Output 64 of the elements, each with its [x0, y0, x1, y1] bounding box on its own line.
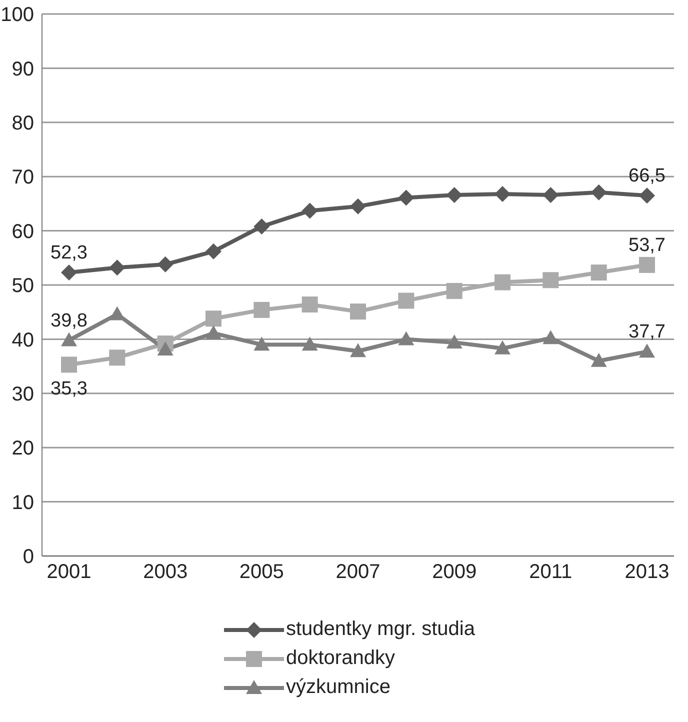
- legend-label: doktorandky: [286, 647, 395, 670]
- point: [206, 310, 222, 327]
- y-tick-label: 100: [0, 4, 34, 26]
- point: [157, 256, 174, 272]
- y-tick-label: 40: [12, 329, 34, 352]
- point: [446, 187, 462, 204]
- y-tick-label: 60: [12, 220, 34, 243]
- point: [206, 325, 222, 340]
- point: [446, 282, 462, 299]
- point: [109, 260, 126, 276]
- y-tick-label: 90: [12, 58, 34, 80]
- point: [639, 344, 655, 358]
- point: [398, 331, 414, 346]
- point: [398, 292, 414, 309]
- data-label: 39,8: [50, 310, 88, 332]
- point: [542, 187, 559, 204]
- point: [61, 332, 77, 346]
- point: [494, 274, 510, 290]
- y-tick-label: 70: [12, 166, 34, 189]
- x-tick-label: 2009: [432, 561, 477, 584]
- y-tick-label: 50: [12, 275, 34, 298]
- point: [590, 352, 607, 367]
- point: [542, 330, 559, 344]
- point: [206, 243, 222, 260]
- point: [639, 256, 655, 273]
- point: [350, 304, 366, 320]
- point: [590, 264, 607, 281]
- x-tick-label: 2001: [46, 561, 92, 584]
- point: [157, 342, 174, 356]
- point: [254, 218, 270, 234]
- x-tick-label: 2013: [624, 561, 670, 584]
- data-label: 66,5: [628, 166, 666, 187]
- point: [350, 343, 366, 358]
- x-tick-label: 2007: [336, 561, 380, 584]
- point: [446, 334, 462, 348]
- x-tick-label: 2011: [529, 561, 572, 584]
- y-tick-label: 30: [12, 384, 34, 406]
- y-tick-label: 20: [12, 438, 34, 460]
- point: [254, 302, 270, 318]
- data-label: 37,7: [628, 322, 666, 343]
- data-label: 53,7: [628, 234, 666, 256]
- legend-label: studentky mgr. studia: [286, 618, 475, 641]
- point: [302, 296, 318, 313]
- point: [639, 188, 655, 204]
- point: [302, 336, 318, 351]
- point: [350, 198, 366, 214]
- point: [302, 202, 318, 219]
- x-tick-label: 2005: [239, 561, 284, 584]
- y-tick-label: 10: [12, 492, 34, 514]
- y-tick-label: 0: [22, 546, 34, 568]
- point: [254, 336, 270, 351]
- data-label: 35,3: [50, 378, 88, 400]
- point: [494, 340, 510, 354]
- point: [542, 272, 559, 288]
- data-label: 52,3: [50, 242, 88, 264]
- point: [398, 190, 414, 206]
- y-tick-label: 80: [12, 112, 34, 134]
- point: [61, 356, 77, 373]
- point: [590, 184, 607, 200]
- x-tick-label: 2003: [143, 561, 188, 584]
- point: [109, 350, 126, 366]
- legend-label: výzkumnice: [286, 676, 390, 699]
- point: [494, 186, 510, 202]
- point: [61, 264, 77, 281]
